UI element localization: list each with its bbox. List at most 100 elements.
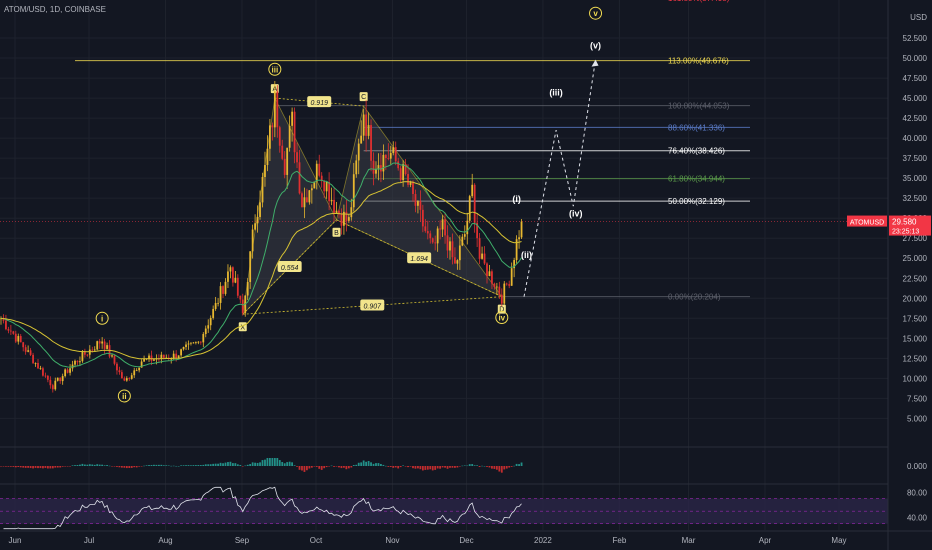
candle-body (323, 181, 326, 192)
candle-body (389, 153, 392, 159)
y-tick-label: 17.500 (903, 314, 928, 323)
y-tick-label: 50.000 (903, 54, 928, 63)
osc-bar (217, 463, 219, 466)
candle-body (355, 160, 358, 175)
osc-bar (116, 466, 118, 467)
candle-body (384, 154, 387, 159)
osc-bar (17, 466, 20, 467)
osc-bar (473, 465, 476, 466)
osc-bar (254, 462, 257, 466)
osc-bar (192, 465, 195, 466)
candle-body (37, 363, 39, 369)
candle-body (130, 375, 133, 379)
pivot-badge (332, 227, 341, 237)
osc-bar (244, 465, 247, 467)
osc-tick: 0.000 (907, 462, 928, 471)
x-tick-label: Nov (385, 536, 399, 545)
y-tick-label: 25.000 (903, 254, 928, 263)
fib-label: 113.00%(49.676) (668, 57, 729, 66)
fib-levels: 161.80%(57.498) 113.00%(49.676) 100.00%(44… (75, 0, 750, 302)
osc-bar (130, 466, 133, 468)
osc-bar (29, 466, 32, 469)
osc-bar (407, 466, 409, 468)
candle-body (394, 147, 397, 162)
osc-bar (399, 466, 402, 468)
osc-bar (436, 466, 439, 469)
oscillator-pane: 0.000 (0, 446, 928, 473)
osc-bar (308, 466, 311, 469)
candle-body (138, 367, 141, 371)
candle-body (417, 201, 419, 206)
osc-bar (367, 460, 370, 466)
osc-bar (441, 466, 444, 468)
candle-body (360, 135, 363, 144)
osc-bar (283, 463, 286, 466)
candle-body (426, 231, 429, 234)
osc-bar (446, 466, 449, 469)
osc-bar (56, 466, 59, 468)
candle-body (182, 346, 185, 350)
candle-body (471, 184, 474, 197)
candle-body (49, 379, 52, 386)
osc-bar (476, 465, 479, 466)
projection-arrow (591, 59, 599, 67)
candle-body (150, 355, 153, 361)
candle-body (259, 202, 261, 217)
candle-body (382, 154, 385, 172)
candle-body (9, 330, 12, 332)
candle-body (148, 355, 150, 359)
osc-bar (93, 464, 96, 466)
osc-bar (180, 465, 182, 466)
candle-body (333, 199, 335, 213)
osc-bar (22, 466, 25, 468)
osc-bar (46, 466, 49, 469)
osc-bar (296, 466, 298, 467)
candle-body (513, 260, 516, 269)
candles (0, 80, 523, 393)
osc-bar (88, 464, 91, 466)
osc-bar (301, 466, 303, 471)
osc-bar (352, 465, 355, 466)
osc-bar (338, 466, 340, 468)
osc-bar (330, 465, 333, 467)
candle-body (488, 271, 491, 277)
candle-body (399, 168, 402, 181)
osc-bar (145, 465, 148, 466)
osc-bar (140, 466, 143, 467)
y-unit-label: USD (910, 13, 927, 22)
osc-bar (278, 460, 281, 466)
candle-body (261, 177, 264, 203)
symbol-title: ATOM/USD, 1D, COINBASE (4, 5, 106, 14)
osc-bar (165, 465, 168, 466)
osc-bar (219, 462, 222, 466)
osc-bar (160, 464, 163, 466)
osc-bar (9, 466, 12, 467)
candle-body (177, 355, 180, 359)
osc-bar (463, 465, 466, 466)
osc-bar (365, 461, 368, 466)
osc-bar (261, 460, 264, 466)
osc-bar (212, 463, 215, 466)
candle-body (254, 223, 257, 230)
candle-body (135, 370, 138, 372)
ratio-text: 0.907 (364, 303, 383, 310)
ratio-badge (277, 261, 302, 273)
candle-body (165, 357, 168, 359)
candle-body (281, 145, 284, 159)
osc-bar (500, 466, 503, 473)
symbol-tag-text: ATOMUSD (850, 220, 884, 227)
candle-body (207, 325, 210, 329)
candle-body (461, 236, 464, 246)
osc-bar (404, 466, 407, 467)
x-tick-label: Jul (84, 536, 94, 545)
candle-body (79, 361, 81, 363)
y-tick-label: 5.000 (907, 414, 928, 423)
osc-bar (236, 464, 239, 466)
candle-body (296, 152, 298, 163)
osc-bar (478, 466, 481, 467)
candle-body (256, 216, 259, 224)
osc-bar (231, 463, 234, 466)
osc-bar (286, 462, 289, 466)
candle-body (86, 354, 89, 356)
